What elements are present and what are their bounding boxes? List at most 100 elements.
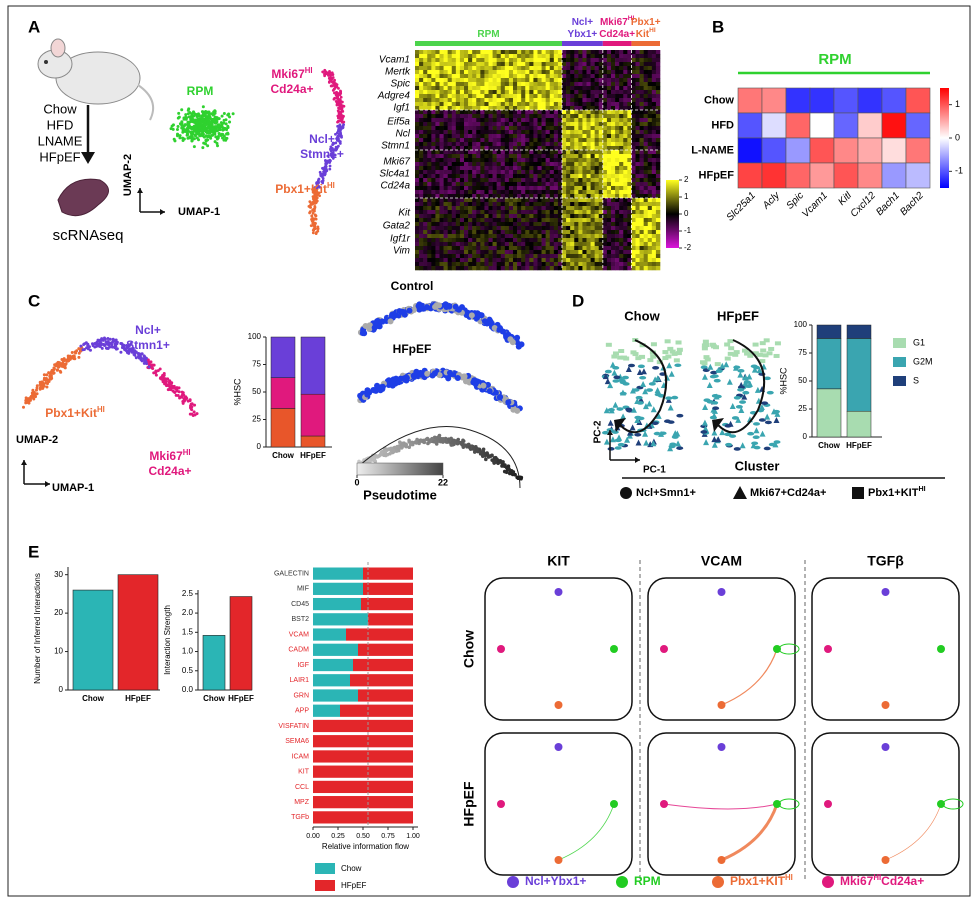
heatmap-cell (562, 66, 566, 70)
heatmap-cell (460, 186, 464, 190)
heatmap-cell (419, 122, 423, 126)
heatmap-cell (550, 58, 554, 62)
heatmap-cell (472, 198, 476, 202)
cluster-label: Pbx1+KitHI (275, 181, 335, 197)
heatmap-cell (505, 74, 509, 78)
heatmap-cell (497, 62, 501, 66)
heatmap-cell (521, 230, 525, 234)
heatmap-cell (476, 50, 480, 54)
heatmap-cell (448, 150, 452, 154)
cell-point (206, 144, 209, 147)
heatmap-cell (644, 238, 648, 242)
heatmap-cell (562, 198, 566, 202)
heatmap-cell (501, 62, 505, 66)
heatmap-cell (452, 110, 456, 114)
cell-point (173, 139, 176, 142)
heatmap-cell (550, 226, 554, 230)
heatmap-cell (419, 134, 423, 138)
heatmap-cell (562, 130, 566, 134)
heatmap-cell (452, 54, 456, 58)
heatmap-cell (517, 202, 521, 206)
heatmap-cell (448, 118, 452, 122)
heatmap-cell (529, 66, 533, 70)
heatmap-cell (566, 154, 570, 158)
label-text: Kit (636, 29, 650, 40)
heatmap-cell (444, 138, 448, 142)
cell-point (145, 357, 148, 360)
heatmap-cell (533, 126, 537, 130)
heatmap-cell (493, 138, 497, 142)
heatmap-cell (640, 218, 644, 222)
heatmap-cell (652, 182, 656, 186)
heatmap-cell (431, 134, 435, 138)
heatmap-cell (631, 190, 635, 194)
heatmap-cell (566, 258, 570, 262)
heatmap-cell (497, 158, 501, 162)
heatmap-cell (517, 118, 521, 122)
heatmap-cell (595, 262, 599, 266)
heatmap-cell (611, 266, 615, 270)
heatmap-cell (623, 142, 627, 146)
heatmap-cell (533, 114, 537, 118)
heatmap-cell (858, 138, 882, 163)
heatmap-cell (448, 82, 452, 86)
heatmap-cell (562, 58, 566, 62)
heatmap-cell (595, 90, 599, 94)
heatmap-cell (505, 98, 509, 102)
heatmap-cell (460, 62, 464, 66)
heatmap-cell (656, 190, 660, 194)
heatmap-cell (509, 138, 513, 142)
heatmap-cell (427, 158, 431, 162)
heatmap-cell (636, 202, 640, 206)
heatmap-cell (611, 226, 615, 230)
heatmap-cell (652, 202, 656, 206)
heatmap-cell (452, 150, 456, 154)
heatmap-cell (562, 186, 566, 190)
heatmap-cell (525, 218, 529, 222)
heatmap-cell (489, 94, 493, 98)
heatmap-cell (546, 262, 550, 266)
heatmap-cell (501, 154, 505, 158)
heatmap-cell (427, 162, 431, 166)
heatmap-cell (476, 198, 480, 202)
heatmap-cell (538, 58, 542, 62)
heatmap-cell (435, 178, 439, 182)
heatmap-cell (550, 214, 554, 218)
heatmap-cell (538, 234, 542, 238)
heatmap-cell (570, 130, 574, 134)
heatmap-cell (423, 258, 427, 262)
heatmap-cell (415, 150, 419, 154)
heatmap-cell (435, 58, 439, 62)
heatmap-cell (427, 182, 431, 186)
heatmap-cell (525, 226, 529, 230)
arrow-head (21, 460, 27, 465)
heatmap-cell (538, 214, 542, 218)
x-tick-label: HFpEF (846, 441, 872, 450)
heatmap-cell (546, 130, 550, 134)
heatmap-cell (623, 58, 627, 62)
heatmap-cell (484, 66, 488, 70)
heatmap-cell (489, 198, 493, 202)
heatmap-cell (476, 54, 480, 58)
heatmap-cell (550, 154, 554, 158)
heatmap-cell (431, 238, 435, 242)
bar-segment (363, 568, 413, 580)
heatmap-cell (587, 166, 591, 170)
heatmap-cell (607, 202, 611, 206)
heatmap-cell (529, 78, 533, 82)
heatmap-cell (529, 94, 533, 98)
cell-point (337, 109, 340, 112)
heatmap-cell (611, 114, 615, 118)
heatmap-cell (497, 230, 501, 234)
heatmap-cell (542, 102, 546, 106)
heatmap-cell (652, 54, 656, 58)
heatmap-cell (591, 202, 595, 206)
heatmap-cell (472, 166, 476, 170)
heatmap-cell (448, 258, 452, 262)
heatmap-cell (636, 134, 640, 138)
heatmap-cell (554, 166, 558, 170)
heatmap-cell (566, 226, 570, 230)
heatmap-cell (452, 114, 456, 118)
heatmap-cell (607, 122, 611, 126)
heatmap-cell (489, 210, 493, 214)
